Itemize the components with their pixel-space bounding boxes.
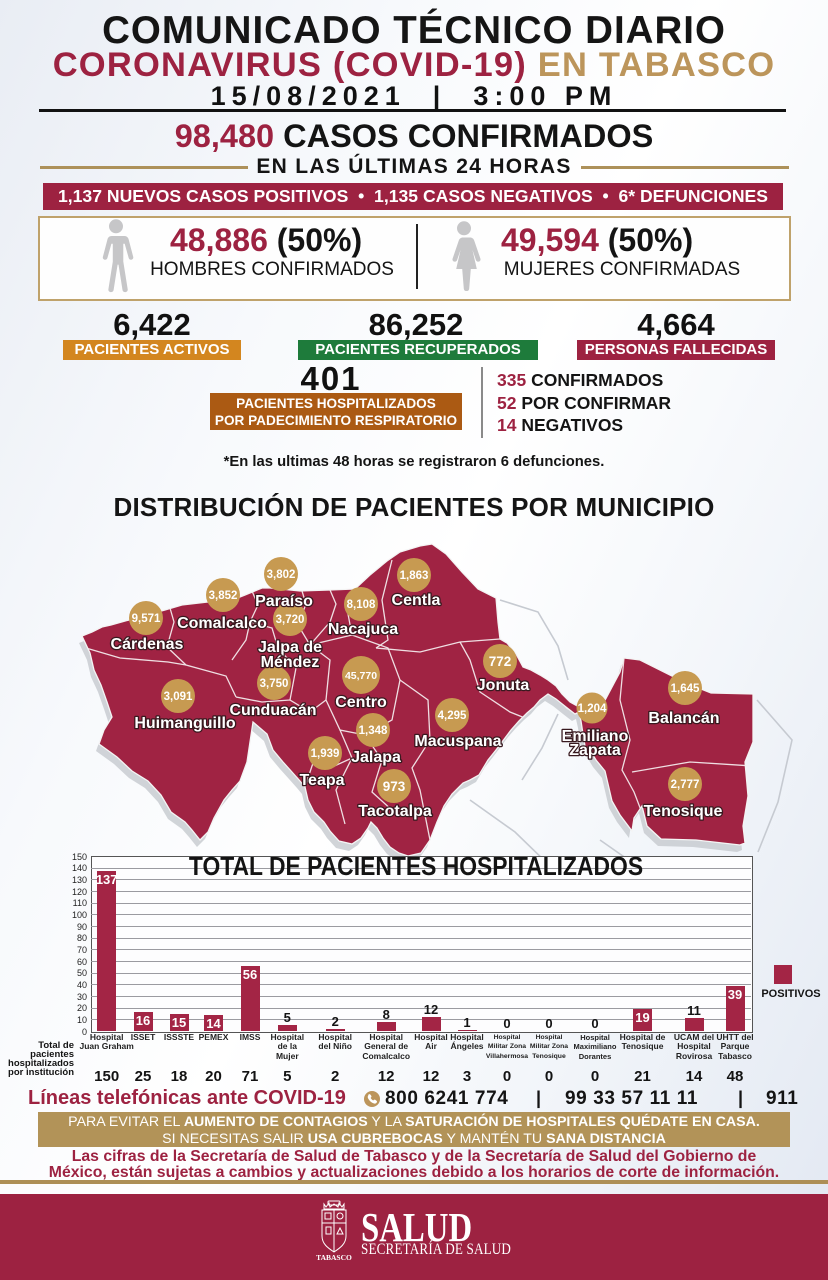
svg-text:973: 973 (383, 779, 406, 794)
svg-text:3,091: 3,091 (164, 691, 193, 703)
svg-text:Huimanguillo: Huimanguillo (134, 715, 236, 732)
svg-text:Nacajuca: Nacajuca (328, 621, 398, 638)
svg-text:Balancán: Balancán (648, 710, 719, 727)
svg-text:Macuspana: Macuspana (414, 733, 501, 750)
svg-text:Tacotalpa: Tacotalpa (358, 803, 432, 820)
svg-text:2,777: 2,777 (671, 779, 700, 791)
svg-text:Tenosique: Tenosique (644, 803, 723, 820)
svg-text:1,348: 1,348 (359, 725, 388, 737)
svg-text:3,802: 3,802 (267, 569, 296, 581)
svg-text:9,571: 9,571 (132, 613, 161, 625)
svg-text:Centro: Centro (335, 694, 387, 711)
svg-text:4,295: 4,295 (438, 710, 467, 722)
svg-text:772: 772 (489, 654, 512, 669)
svg-text:Jalapa: Jalapa (351, 749, 401, 766)
svg-text:3,720: 3,720 (276, 614, 305, 626)
svg-text:Paraíso: Paraíso (255, 593, 313, 610)
svg-text:Centla: Centla (392, 592, 441, 609)
svg-text:Cárdenas: Cárdenas (111, 636, 184, 653)
svg-text:45,770: 45,770 (345, 670, 377, 682)
svg-text:Méndez: Méndez (261, 654, 320, 671)
svg-text:1,204: 1,204 (578, 703, 607, 715)
svg-text:TABASCO: TABASCO (316, 1253, 352, 1262)
svg-text:Emiliano: Emiliano (562, 728, 629, 745)
svg-text:Jalpa de: Jalpa de (258, 639, 322, 656)
svg-text:1,645: 1,645 (671, 683, 700, 695)
svg-text:3,852: 3,852 (209, 590, 238, 602)
svg-text:1,863: 1,863 (400, 570, 429, 582)
svg-text:Zapata: Zapata (569, 742, 621, 759)
svg-text:1,939: 1,939 (311, 748, 340, 760)
svg-text:3,750: 3,750 (260, 678, 289, 690)
svg-text:Cunduacán: Cunduacán (229, 702, 316, 719)
svg-text:Teapa: Teapa (299, 772, 344, 789)
svg-text:Comalcalco: Comalcalco (177, 615, 267, 632)
svg-text:Jonuta: Jonuta (477, 677, 530, 694)
svg-text:8,108: 8,108 (347, 599, 376, 611)
